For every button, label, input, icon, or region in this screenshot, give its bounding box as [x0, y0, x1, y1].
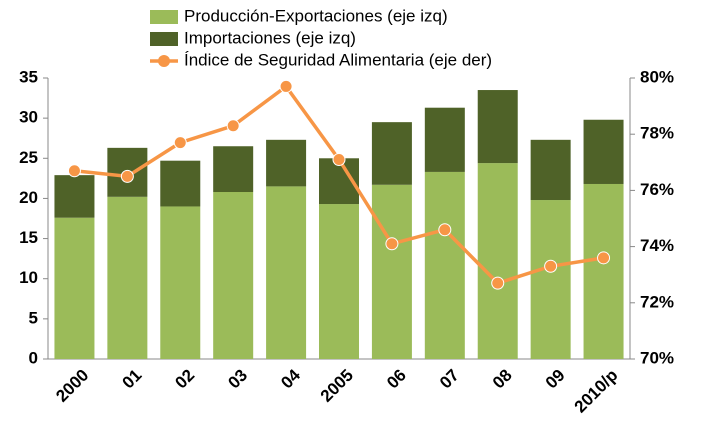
y2-tick-label: 76% — [640, 180, 674, 199]
line-marker — [120, 169, 134, 183]
x-tick-label: 09 — [542, 366, 569, 393]
bar — [266, 139, 307, 187]
y-tick-label: 10 — [19, 268, 38, 287]
legend-label: Importaciones (eje izq) — [184, 28, 356, 47]
bar — [371, 184, 412, 359]
y-tick-label: 30 — [19, 108, 38, 127]
x-tick-label: 04 — [277, 365, 304, 392]
x-tick-label: 02 — [171, 366, 198, 393]
legend-swatch — [150, 10, 178, 24]
line-marker — [491, 276, 505, 290]
y2-tick-label: 72% — [640, 292, 674, 311]
x-tick-label: 2000 — [52, 366, 92, 406]
bar — [213, 146, 254, 193]
bar — [530, 139, 571, 201]
y-tick-label: 20 — [19, 188, 38, 207]
bar — [477, 163, 518, 359]
x-tick-label: 2005 — [317, 366, 357, 406]
bar — [213, 192, 254, 359]
line-marker — [173, 136, 187, 150]
bar — [530, 200, 571, 359]
bar — [477, 90, 518, 164]
bar — [371, 122, 412, 185]
bar — [266, 186, 307, 359]
bar — [160, 160, 201, 207]
legend-swatch — [150, 32, 178, 46]
line-marker — [385, 237, 399, 251]
x-tick-label: 08 — [489, 366, 516, 393]
bar — [424, 107, 465, 172]
y2-tick-label: 80% — [640, 67, 674, 86]
legend-swatch — [158, 55, 170, 67]
y2-tick-label: 70% — [640, 348, 674, 367]
line-marker — [279, 79, 293, 93]
y-tick-label: 35 — [19, 67, 38, 86]
y2-tick-label: 74% — [640, 236, 674, 255]
x-tick-label: 01 — [119, 366, 146, 393]
legend-label: Producción-Exportaciones (eje izq) — [184, 6, 448, 25]
bar — [54, 217, 95, 359]
line-marker — [438, 223, 452, 237]
bar — [424, 171, 465, 359]
legend-label: Índice de Seguridad Alimentaria (eje der… — [184, 50, 492, 69]
bar — [54, 175, 95, 218]
bar — [319, 204, 359, 359]
line-marker — [332, 152, 346, 166]
bar — [107, 196, 148, 359]
y2-tick-label: 78% — [640, 124, 674, 143]
line-marker — [226, 119, 240, 133]
bar — [160, 206, 201, 359]
x-tick-label: 2010/p — [571, 366, 622, 417]
bar — [583, 119, 624, 184]
x-tick-label: 07 — [436, 366, 463, 393]
y-tick-label: 25 — [19, 148, 38, 167]
y-tick-label: 5 — [29, 308, 38, 327]
line-marker — [544, 259, 558, 273]
bar — [583, 183, 624, 359]
x-tick-label: 03 — [224, 366, 251, 393]
line-marker — [67, 164, 81, 178]
y-tick-label: 15 — [19, 228, 38, 247]
x-tick-label: 06 — [383, 366, 410, 393]
line-marker — [597, 251, 611, 265]
y-tick-label: 0 — [29, 348, 38, 367]
